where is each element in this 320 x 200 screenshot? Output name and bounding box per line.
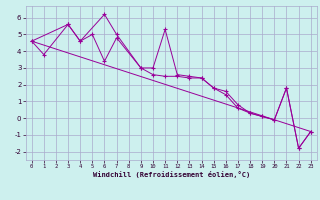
X-axis label: Windchill (Refroidissement éolien,°C): Windchill (Refroidissement éolien,°C) — [92, 171, 250, 178]
